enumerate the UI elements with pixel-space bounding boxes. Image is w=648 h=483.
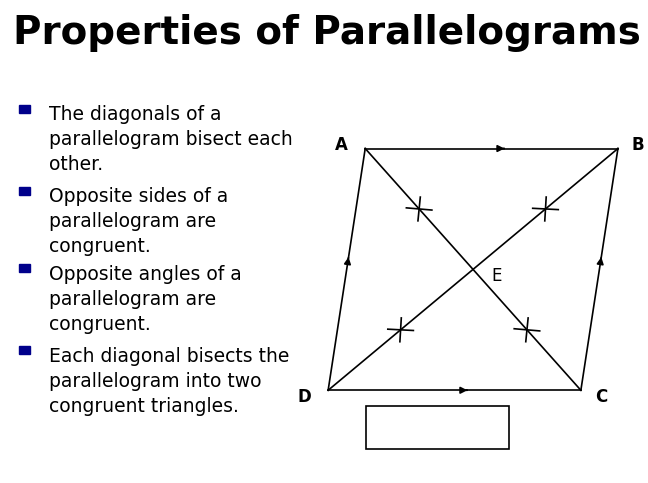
Bar: [19, 264, 30, 272]
Text: Each diagonal bisects the
parallelogram into two
congruent triangles.: Each diagonal bisects the parallelogram …: [49, 347, 289, 416]
Text: Opposite sides of a
parallelogram are
congruent.: Opposite sides of a parallelogram are co…: [49, 187, 228, 256]
Text: E: E: [491, 267, 502, 284]
Bar: [19, 105, 30, 113]
Text: D: D: [297, 387, 312, 406]
Bar: [19, 346, 30, 354]
Text: Properties of Parallelograms: Properties of Parallelograms: [13, 14, 641, 53]
Text: The diagonals of a
parallelogram bisect each
other.: The diagonals of a parallelogram bisect …: [49, 105, 292, 174]
Text: B: B: [632, 136, 645, 155]
Text: Opposite angles of a
parallelogram are
congruent.: Opposite angles of a parallelogram are c…: [49, 265, 241, 334]
Text: Parallelogram: Parallelogram: [384, 420, 491, 435]
Text: C: C: [595, 387, 607, 406]
Text: A: A: [335, 136, 348, 155]
Bar: [19, 187, 30, 195]
